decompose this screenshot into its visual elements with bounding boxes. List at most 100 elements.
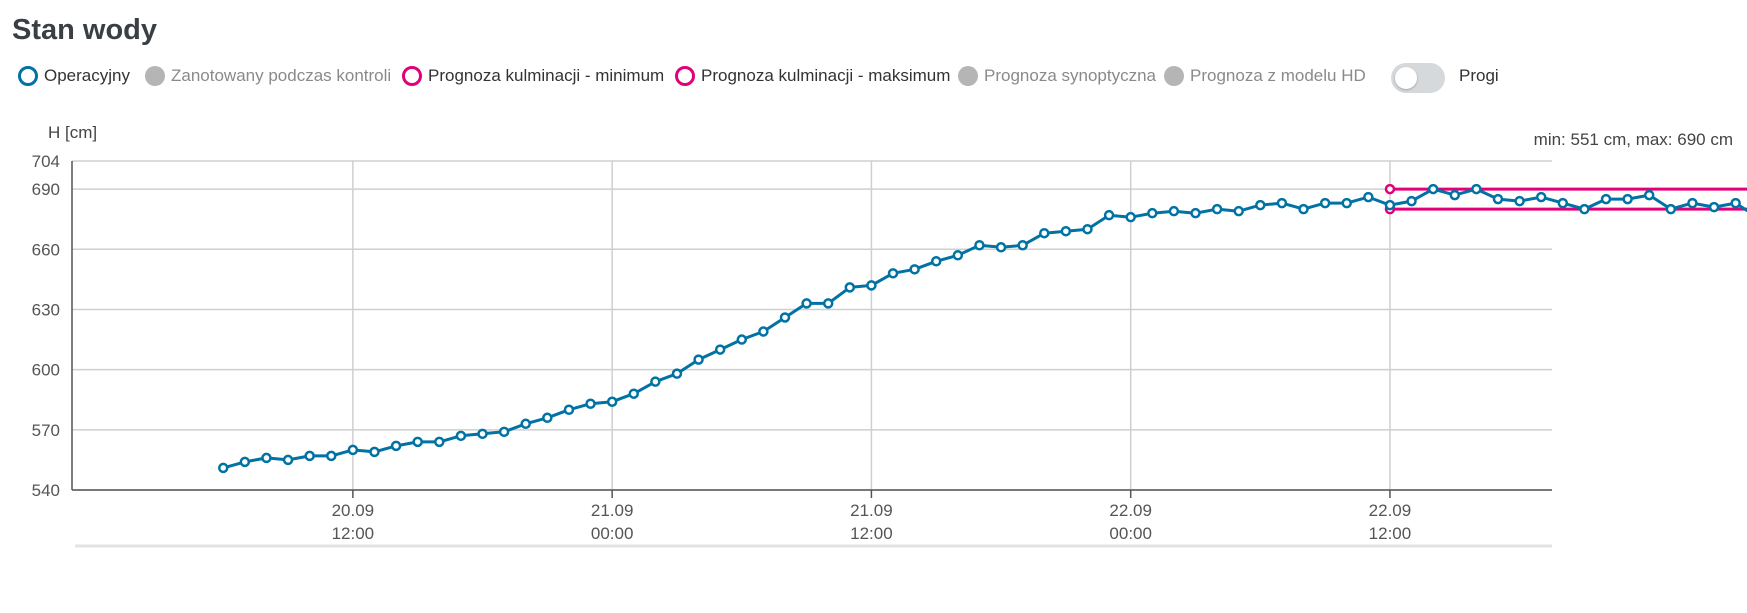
legend-label: Prognoza kulminacji - minimum bbox=[428, 66, 665, 85]
legend-marker-icon bbox=[1164, 66, 1184, 86]
data-point bbox=[1233, 205, 1244, 217]
data-point bbox=[1449, 189, 1461, 201]
data-point bbox=[1708, 201, 1720, 213]
data-point bbox=[1276, 197, 1288, 209]
data-point bbox=[412, 436, 423, 448]
data-point bbox=[1082, 223, 1093, 235]
data-point bbox=[671, 368, 683, 379]
toggle-knob bbox=[1395, 67, 1417, 89]
data-point bbox=[1514, 195, 1525, 207]
data-point bbox=[1730, 197, 1741, 209]
data-point bbox=[1406, 195, 1417, 207]
data-point bbox=[1363, 191, 1374, 203]
data-point bbox=[1255, 199, 1266, 211]
data-point bbox=[606, 396, 618, 407]
legend-item-model-hd[interactable]: Prognoza z modelu HD bbox=[1164, 66, 1366, 86]
x-tick-label: 22.09 bbox=[1369, 501, 1412, 520]
y-tick-label: 570 bbox=[32, 421, 60, 440]
data-point bbox=[1384, 183, 1396, 195]
data-point bbox=[455, 430, 467, 442]
legend-item-synoptyczna[interactable]: Prognoza synoptyczna bbox=[958, 66, 1156, 86]
data-point bbox=[693, 354, 704, 365]
data-point bbox=[390, 440, 402, 452]
data-point bbox=[282, 454, 294, 466]
legend-marker-icon bbox=[145, 66, 165, 86]
y-tick-label: 690 bbox=[32, 180, 60, 199]
data-point bbox=[1535, 191, 1547, 203]
data-point bbox=[779, 312, 791, 323]
data-point bbox=[1060, 225, 1072, 237]
page-title: Stan wody bbox=[12, 14, 158, 46]
data-point bbox=[1687, 197, 1698, 209]
legend-marker-icon bbox=[18, 66, 38, 86]
data-point bbox=[261, 452, 272, 464]
min-max-summary: min: 551 cm, max: 690 cm bbox=[1533, 130, 1733, 149]
y-tick-label: 660 bbox=[32, 240, 60, 259]
data-point bbox=[952, 250, 964, 261]
data-point bbox=[844, 282, 856, 293]
data-point bbox=[1125, 211, 1136, 223]
data-point bbox=[1579, 203, 1590, 215]
legend-marker-icon bbox=[675, 66, 695, 86]
data-point bbox=[1622, 193, 1633, 205]
legend-label: Prognoza synoptyczna bbox=[984, 66, 1156, 85]
data-point bbox=[217, 462, 229, 474]
y-tick-label: 600 bbox=[32, 361, 60, 380]
data-point bbox=[930, 256, 942, 267]
legend-marker-icon bbox=[402, 66, 422, 86]
data-point bbox=[520, 418, 531, 430]
data-point bbox=[887, 268, 899, 279]
data-point bbox=[1039, 227, 1050, 239]
data-point bbox=[1471, 183, 1482, 195]
water-level-chart: 540 570 600 630 660 690 704 20.09 12:00 21.09 00:0… bbox=[32, 152, 1747, 548]
y-tick-label: 540 bbox=[32, 481, 60, 500]
y-tick-label: 704 bbox=[32, 152, 60, 171]
data-point bbox=[736, 334, 748, 345]
data-point bbox=[542, 412, 553, 424]
data-point bbox=[1384, 199, 1396, 211]
data-point bbox=[1017, 240, 1028, 251]
data-point bbox=[1341, 197, 1352, 209]
legend: Operacyjny Zanotowany podczas kontroli P… bbox=[18, 63, 1738, 96]
data-point bbox=[822, 298, 834, 309]
data-point bbox=[758, 326, 769, 337]
legend-label: Operacyjny bbox=[44, 66, 130, 85]
data-point bbox=[714, 344, 726, 355]
data-point bbox=[1427, 183, 1439, 195]
x-tick-label: 12:00 bbox=[332, 524, 375, 543]
data-point bbox=[1168, 205, 1180, 217]
data-point bbox=[304, 450, 315, 462]
data-point bbox=[1298, 203, 1309, 215]
progi-toggle[interactable] bbox=[1391, 63, 1445, 93]
x-tick-label: 22.09 bbox=[1109, 501, 1152, 520]
data-point bbox=[974, 240, 985, 251]
data-point bbox=[326, 450, 337, 462]
data-point bbox=[477, 428, 488, 440]
legend-item-kulminacja-minimum[interactable]: Prognoza kulminacji - minimum bbox=[402, 66, 664, 86]
data-point bbox=[1147, 207, 1158, 219]
data-point bbox=[563, 404, 575, 416]
data-point bbox=[347, 444, 359, 456]
x-tick-label: 00:00 bbox=[591, 524, 634, 543]
y-tick-label: 630 bbox=[32, 300, 60, 319]
data-point bbox=[434, 436, 445, 448]
x-tick-label: 21.09 bbox=[850, 501, 893, 520]
data-point bbox=[1319, 197, 1331, 209]
y-axis-label: H [cm] bbox=[48, 123, 98, 142]
data-point bbox=[909, 264, 920, 275]
data-point bbox=[1211, 203, 1223, 215]
legend-item-operacyjny[interactable]: Operacyjny bbox=[18, 66, 130, 86]
data-point bbox=[239, 456, 251, 468]
legend-item-kulminacja-maksimum[interactable]: Prognoza kulminacji - maksimum bbox=[675, 66, 950, 86]
data-point bbox=[1190, 207, 1201, 219]
legend-item-zanotowany[interactable]: Zanotowany podczas kontroli bbox=[145, 66, 391, 86]
data-point bbox=[1492, 193, 1504, 205]
x-tick-label: 00:00 bbox=[1109, 524, 1152, 543]
data-point bbox=[498, 426, 510, 438]
x-tick-label: 12:00 bbox=[850, 524, 893, 543]
x-tick-label: 20.09 bbox=[332, 501, 375, 520]
data-point bbox=[801, 298, 812, 309]
x-tick-label: 21.09 bbox=[591, 501, 634, 520]
data-point bbox=[866, 280, 877, 291]
data-point bbox=[369, 446, 380, 458]
